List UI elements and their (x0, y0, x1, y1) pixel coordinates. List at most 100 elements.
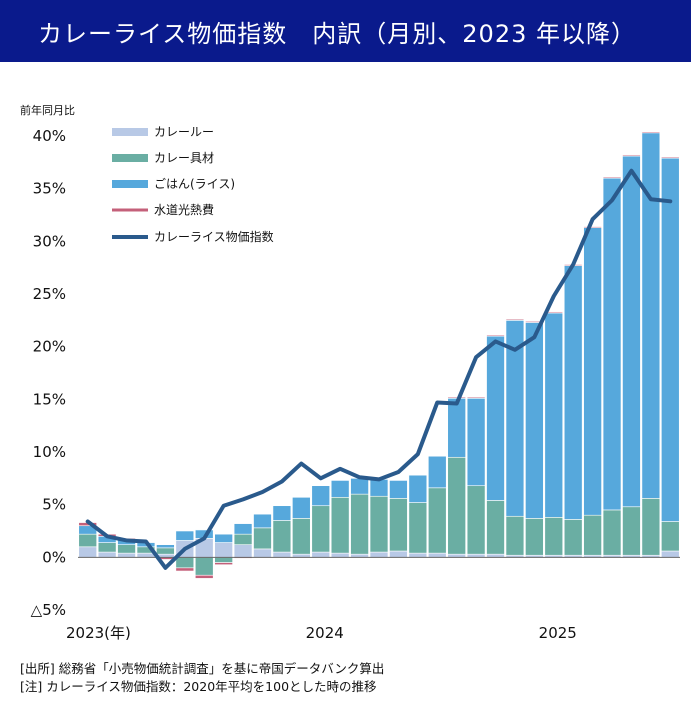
bar-2023-11-s1 (272, 520, 292, 553)
bar-2024-07-s2 (427, 455, 447, 489)
bar-2024-08-s3 (447, 396, 466, 399)
y-tick-label-9: △5% (31, 601, 66, 619)
y-axis-ticks: 40% 35% 30% 25% 20% 15% 10% 5% 0% △5% (31, 127, 66, 619)
bar-2023-01-s1 (78, 533, 97, 548)
legend-swatch-3 (112, 208, 148, 212)
x-tick-label-1: 2024 (306, 624, 344, 642)
bar-2024-02-s1 (330, 496, 350, 554)
bar-2023-10-s2 (253, 513, 272, 529)
bar-2023-02-s0 (97, 551, 117, 558)
bar-2024-04-s1 (369, 495, 389, 553)
bar-2023-10-s1 (253, 527, 272, 550)
bar-2024-05-s1 (389, 498, 408, 552)
bar-2025-06-s1 (641, 498, 661, 556)
bar-2024-01-s2 (311, 485, 330, 507)
y-tick-label-6: 10% (33, 443, 66, 461)
bar-2024-04-s2 (369, 479, 389, 497)
bar-2024-06-s0 (408, 552, 428, 558)
bar-2025-07-s3 (661, 156, 680, 159)
bar-2024-07-s0 (427, 552, 447, 558)
bars (78, 131, 680, 579)
bar-2024-12-s1 (525, 518, 544, 556)
bar-2024-03-s2 (350, 478, 369, 495)
bar-2025-03-s3 (583, 226, 602, 228)
bar-2025-07-s0 (661, 550, 680, 558)
bar-2025-05-s3 (622, 154, 641, 157)
bar-2024-03-s1 (350, 493, 369, 555)
bar-2023-12-s1 (292, 518, 311, 555)
bar-2025-04-s3 (602, 176, 622, 179)
y-tick-label-2: 30% (33, 232, 66, 250)
definition-note: [注] カレーライス物価指数：2020年平均を100とした時の推移 (20, 679, 377, 694)
x-tick-label-0: 2023(年) (66, 624, 131, 642)
legend-label-2: ごはん(ライス) (154, 176, 235, 191)
legend-label-4: カレーライス物価指数 (154, 229, 274, 244)
legend-swatch-1 (112, 154, 148, 162)
bar-2023-12-s2 (292, 496, 311, 519)
bar-2024-10-s3 (486, 334, 505, 337)
bar-2023-10-s0 (253, 548, 272, 558)
bar-2023-08-s0 (214, 542, 233, 558)
bar-2023-09-s2 (233, 523, 253, 535)
bar-2024-08-s2 (447, 397, 466, 458)
bar-2024-10-s2 (486, 335, 505, 501)
bar-2025-02-s2 (563, 265, 583, 520)
bar-2025-02-s1 (563, 519, 583, 556)
x-axis-ticks: 2023(年) 2024 2025 (66, 624, 577, 642)
bar-2023-08-s3 (214, 562, 233, 566)
bar-2024-05-s0 (389, 550, 408, 558)
bar-2023-06-s2 (175, 530, 195, 541)
bar-2024-06-s1 (408, 502, 428, 554)
chart-title: カレーライス物価指数 内訳（月別、2023 年以降） (38, 19, 636, 48)
line-カレーライス物価指数 (85, 168, 673, 570)
y-tick-label-8: 0% (42, 548, 66, 566)
bar-2025-03-s2 (583, 227, 602, 516)
bar-2024-01-s1 (311, 505, 330, 553)
bar-2024-09-s2 (466, 397, 486, 487)
bar-2023-11-s0 (272, 551, 292, 558)
legend-label-3: 水道光熱費 (154, 202, 214, 217)
bar-2023-04-s0 (136, 552, 156, 558)
bar-2023-08-s1 (214, 557, 233, 563)
y-tick-label-0: 40% (33, 127, 66, 145)
x-tick-label-2: 2025 (539, 624, 577, 642)
bar-2023-11-s2 (272, 505, 292, 521)
bar-2024-12-s2 (525, 322, 544, 519)
bar-2024-11-s1 (505, 515, 525, 556)
title-bar: カレーライス物価指数 内訳（月別、2023 年以降） (0, 0, 691, 62)
bar-2023-05-s1 (156, 547, 175, 555)
bar-2023-01-s0 (78, 546, 97, 558)
y-tick-label-1: 35% (33, 180, 66, 198)
bar-2023-09-s1 (233, 533, 253, 545)
bar-2025-06-s3 (641, 131, 661, 134)
legend-label-1: カレー具材 (154, 151, 214, 165)
bar-2023-07-s3 (194, 574, 214, 579)
y-tick-label-3: 25% (33, 285, 66, 303)
bar-2023-02-s1 (97, 542, 117, 553)
y-tick-label-7: 5% (42, 496, 66, 514)
bar-2023-07-s1 (194, 557, 214, 576)
bar-2024-09-s1 (466, 485, 486, 555)
bar-2023-08-s2 (214, 533, 233, 543)
bar-2024-11-s3 (505, 318, 525, 321)
bar-2024-10-s1 (486, 500, 505, 555)
bar-2024-01-s0 (311, 551, 330, 558)
bar-2025-01-s2 (544, 312, 564, 518)
y-tick-label-4: 20% (33, 338, 66, 356)
bar-2023-06-s1 (175, 557, 195, 569)
y-axis-label: 前年同月比 (20, 103, 75, 117)
bar-2023-03-s0 (117, 552, 136, 558)
bar-2024-06-s2 (408, 474, 428, 503)
bar-2024-07-s1 (427, 487, 447, 554)
stacked-bar-chart: 前年同月比 40% 35% 30% 25% 20% 15% 10% 5% 0% △5% 2023(… (20, 103, 680, 642)
bar-2023-05-s2 (156, 544, 175, 549)
bar-2025-04-s1 (602, 509, 622, 556)
bar-2025-01-s1 (544, 517, 564, 556)
bar-2024-08-s1 (447, 456, 466, 555)
source-note: [出所] 総務省「小売物価統計調査」を基に帝国データバンク算出 (20, 661, 385, 676)
bar-2023-06-s3 (175, 567, 195, 572)
bar-2023-03-s1 (117, 544, 136, 554)
bar-2024-09-s3 (466, 396, 486, 399)
bar-2025-07-s1 (661, 521, 680, 552)
legend-swatch-0 (112, 128, 148, 136)
